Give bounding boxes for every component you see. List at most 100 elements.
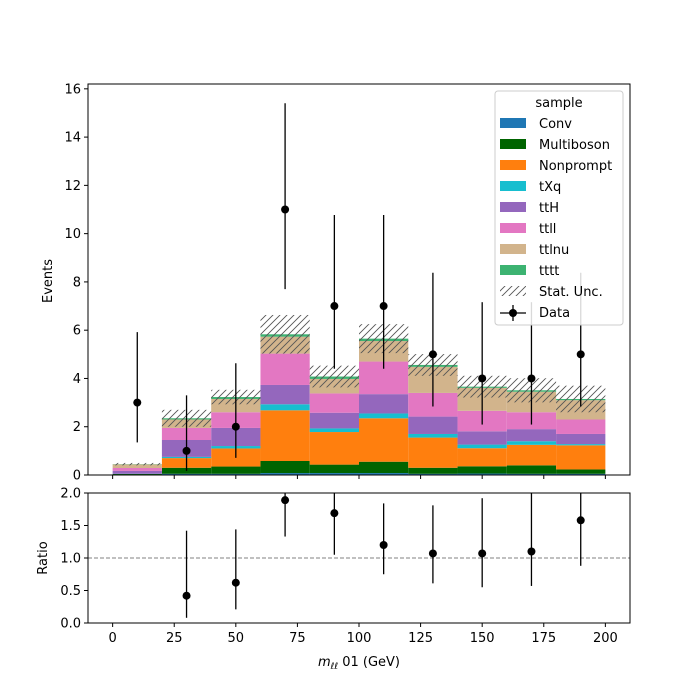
y-tick-label-0: 0 xyxy=(73,469,81,484)
x-axis-label-var: m xyxy=(318,655,331,670)
legend-label-multiboson: Multiboson xyxy=(539,138,610,153)
x-tick-label-75: 75 xyxy=(289,631,306,646)
stack-bar-conv-6 xyxy=(408,473,458,475)
stack-bar-conv-5 xyxy=(359,473,409,475)
x-tick-label-25: 25 xyxy=(166,631,183,646)
stack-bar-nonprompt-7 xyxy=(457,448,507,467)
data-point-5 xyxy=(379,302,388,311)
legend-label-tttt: tttt xyxy=(539,264,559,279)
legend-swatch-conv xyxy=(500,118,526,128)
stack-bar-multiboson-5 xyxy=(359,461,409,474)
legend-swatch-tth xyxy=(500,202,526,212)
legend-label-txq: tXq xyxy=(539,180,561,195)
x-tick-label-50: 50 xyxy=(228,631,245,646)
x-axis-label: mℓℓ 01 (GeV) xyxy=(318,655,400,672)
stack-bar-txq-7 xyxy=(457,444,507,449)
x-tick-label-175: 175 xyxy=(531,631,556,646)
ratio-y-tick-label-0: 0.0 xyxy=(60,617,81,632)
stack-bar-tth-7 xyxy=(457,431,507,445)
stack-bar-conv-2 xyxy=(211,473,261,475)
x-tick-label-125: 125 xyxy=(408,631,433,646)
ratio-y-tick-label-1.5: 1.5 xyxy=(60,519,81,534)
legend-label-ttlnu: ttlnu xyxy=(539,243,569,258)
legend: sample Conv Multiboson Nonprompt tXq ttH ttll t… xyxy=(494,90,624,326)
stack-bar-ttll-3 xyxy=(260,353,310,385)
stack-bar-tth-5 xyxy=(359,394,409,414)
stack-bar-nonprompt-4 xyxy=(309,432,359,465)
y-tick-label-2: 2 xyxy=(73,420,81,435)
y-tick-label-14: 14 xyxy=(64,131,81,146)
data-point-0 xyxy=(133,398,142,407)
ratio-y-axis-label: Ratio xyxy=(36,541,51,574)
stack-bar-tth-4 xyxy=(309,412,359,429)
stack-bar-tth-8 xyxy=(506,429,557,442)
y-axis-label: Events xyxy=(41,259,56,303)
stat-unc-band-0 xyxy=(112,462,162,466)
legend-data-marker xyxy=(509,309,517,317)
stack-bar-nonprompt-3 xyxy=(260,410,310,462)
stack-bar-tth-0 xyxy=(112,470,162,474)
x-tick-label-0: 0 xyxy=(108,631,116,646)
ratio-point-1 xyxy=(182,591,191,600)
stack-bar-txq-6 xyxy=(408,433,458,438)
ratio-point-7 xyxy=(478,549,487,558)
stack-bar-conv-1 xyxy=(161,473,212,475)
y-tick-label-16: 16 xyxy=(64,82,81,97)
stack-bar-tth-3 xyxy=(260,384,310,405)
ratio-point-3 xyxy=(281,496,290,505)
stack-bar-multiboson-6 xyxy=(408,467,458,474)
legend-swatch-ttll xyxy=(500,223,526,233)
y-tick-label-10: 10 xyxy=(64,227,81,242)
ratio-point-5 xyxy=(379,541,388,549)
stack-bar-ttll-0 xyxy=(112,468,162,471)
stack-bar-multiboson-7 xyxy=(457,466,507,474)
legend-swatch-stat-unc xyxy=(500,286,526,296)
stack-bar-nonprompt-6 xyxy=(408,437,458,468)
data-point-3 xyxy=(281,205,290,214)
stack-bar-txq-9 xyxy=(556,444,606,446)
x-tick-label-200: 200 xyxy=(593,631,618,646)
ratio-y-tick-label-2: 2.0 xyxy=(60,487,81,502)
legend-label-stat-unc: Stat. Unc. xyxy=(539,285,603,300)
y-tick-label-8: 8 xyxy=(73,275,81,290)
data-point-1 xyxy=(182,446,191,455)
stack-bar-multiboson-2 xyxy=(211,466,261,474)
stack-bar-conv-7 xyxy=(457,473,507,475)
stack-bar-tth-6 xyxy=(408,416,458,434)
stack-bar-multiboson-3 xyxy=(260,461,310,474)
ratio-y-tick-label-1: 1.0 xyxy=(60,552,81,567)
data-point-9 xyxy=(576,350,585,359)
stack-bar-multiboson-8 xyxy=(506,465,557,474)
stack-bar-conv-9 xyxy=(556,473,606,475)
legend-label-conv: Conv xyxy=(539,117,572,132)
main-panel: 0 2 4 6 8 10 12 14 16 xyxy=(64,82,631,484)
legend-label-data: Data xyxy=(539,306,570,321)
ratio-point-6 xyxy=(428,549,437,558)
stack-bar-txq-5 xyxy=(359,413,409,419)
data-point-4 xyxy=(330,302,339,311)
x-tick-label-100: 100 xyxy=(347,631,372,646)
x-axis-label-rest: 01 (GeV) xyxy=(338,655,400,670)
legend-swatch-txq xyxy=(500,181,526,191)
ratio-y-tick-label-0.5: 0.5 xyxy=(60,584,81,599)
y-tick-label-12: 12 xyxy=(64,179,81,194)
stack-bar-nonprompt-8 xyxy=(506,444,557,466)
stack-bar-ttlnu-0 xyxy=(112,464,162,469)
stack-bar-conv-3 xyxy=(260,473,310,475)
stack-bar-multiboson-9 xyxy=(556,469,606,474)
stack-bar-txq-3 xyxy=(260,404,310,411)
legend-swatch-tttt xyxy=(500,265,526,275)
x-axis-label-sub: ℓℓ xyxy=(330,662,338,672)
ratio-point-4 xyxy=(330,509,339,518)
data-point-8 xyxy=(527,374,536,383)
ratio-point-2 xyxy=(231,578,240,587)
stack-bar-txq-4 xyxy=(309,428,359,433)
ratio-point-9 xyxy=(576,516,585,525)
legend-swatch-nonprompt xyxy=(500,160,526,170)
stack-bar-tth-9 xyxy=(556,433,606,445)
legend-label-nonprompt: Nonprompt xyxy=(539,159,612,174)
data-point-2 xyxy=(231,422,240,431)
ratio-panel: 0.0 0.5 1.0 1.5 2.0 0 25 50 75 100 125 150 175 200 xyxy=(60,487,631,646)
x-tick-label-150: 150 xyxy=(470,631,495,646)
stack-bar-ttll-4 xyxy=(309,393,359,413)
